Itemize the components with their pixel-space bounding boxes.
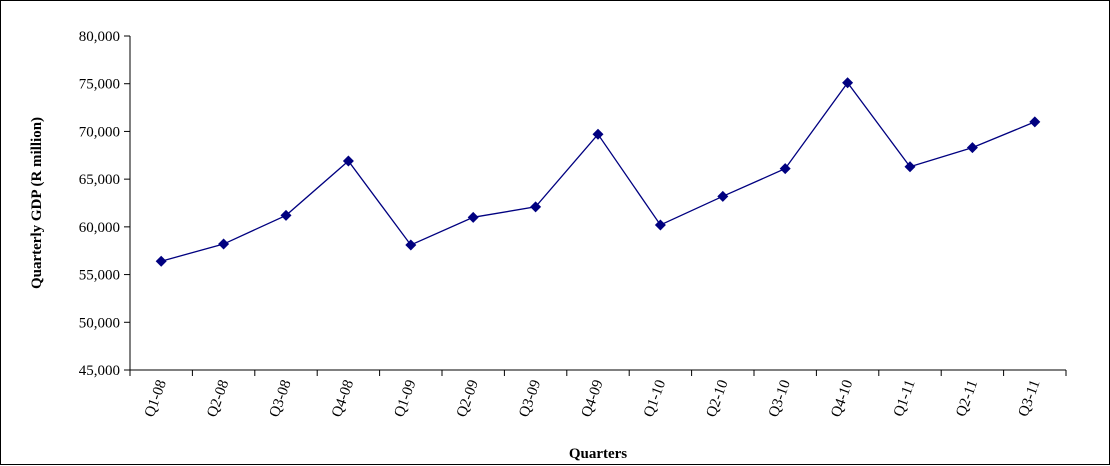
x-tick-label: Q3-08 [267,378,295,419]
x-tick-label: Q3-11 [1016,378,1044,419]
y-tick-label: 50,000 [79,315,120,331]
series-layer [155,77,1041,267]
data-point [280,209,292,221]
data-point [155,255,167,267]
y-axis-title: Quarterly GDP (R million) [29,117,45,289]
y-tick-label: 70,000 [79,124,120,140]
series-line [161,81,1036,262]
y-tick-label: 75,000 [79,77,120,93]
data-point [842,77,854,89]
data-point [717,190,729,202]
x-axis-ticks: Q1-08 Q2-08 Q3-08 Q4-08 Q1-09 Q2-09 Q3-09 Q4-09… [129,370,1067,419]
data-point [1029,116,1041,128]
y-tick-label: 55,000 [79,268,120,284]
data-point [654,219,666,231]
data-point [904,161,916,173]
x-tick-label: Q2-09 [454,378,482,419]
data-point [218,238,230,250]
data-point [342,155,354,167]
y-tick-label: 80,000 [79,29,120,45]
x-tick-label: Q2-11 [953,378,981,419]
x-tick-label: Q3-10 [766,378,794,419]
data-point [966,142,978,154]
x-tick-label: Q1-09 [391,378,419,419]
x-tick-label: Q4-09 [579,378,607,419]
data-point [467,211,479,223]
x-tick-label: Q2-08 [204,378,232,419]
x-tick-label: Q1-10 [641,378,669,419]
y-axis-ticks: 45,000 50,000 55,000 60,000 65,000 70,000 75,0… [79,29,130,379]
data-point [779,163,791,175]
data-point [405,239,417,251]
x-tick-label: Q4-08 [329,378,357,419]
y-tick-label: 45,000 [79,363,120,379]
y-tick-label: 65,000 [79,172,120,188]
x-tick-label: Q3-09 [516,378,544,419]
x-tick-label: Q1-08 [142,378,170,419]
y-tick-label: 60,000 [79,220,120,236]
x-tick-label: Q4-10 [828,378,856,419]
data-point [592,128,604,140]
x-tick-label: Q1-11 [891,378,919,419]
x-axis-title: Quarters [569,446,627,462]
data-point [530,201,542,213]
x-tick-label: Q2-10 [703,378,731,419]
